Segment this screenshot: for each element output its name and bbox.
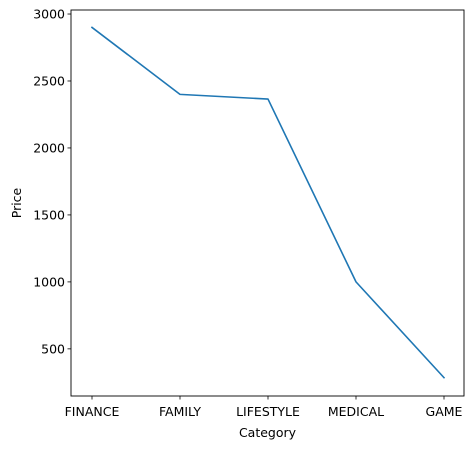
y-tick-label: 3000: [33, 7, 65, 22]
x-tick-label: LIFESTYLE: [236, 404, 300, 419]
y-tick-label: 2500: [33, 73, 65, 88]
y-tick-label: 500: [41, 341, 65, 356]
x-tick-label: GAME: [426, 404, 463, 419]
plot-area: [70, 9, 465, 397]
x-tick-label: FAMILY: [159, 404, 201, 419]
y-tick-label: 1500: [33, 207, 65, 222]
y-axis-label: Price: [9, 187, 24, 218]
x-tick-label: MEDICAL: [328, 404, 384, 419]
x-tick-label: FINANCE: [65, 404, 120, 419]
series-layer: [90, 26, 446, 379]
y-axis-ticks: 500 1000 1500 2000 2500 3000: [33, 7, 71, 356]
series-line: [90, 26, 446, 379]
x-axis-ticks: FINANCE FAMILY LIFESTYLE MEDICAL GAME: [65, 396, 463, 419]
y-tick-label: 1000: [33, 274, 65, 289]
y-tick-label: 2000: [33, 140, 65, 155]
x-axis-label: Category: [239, 425, 297, 440]
